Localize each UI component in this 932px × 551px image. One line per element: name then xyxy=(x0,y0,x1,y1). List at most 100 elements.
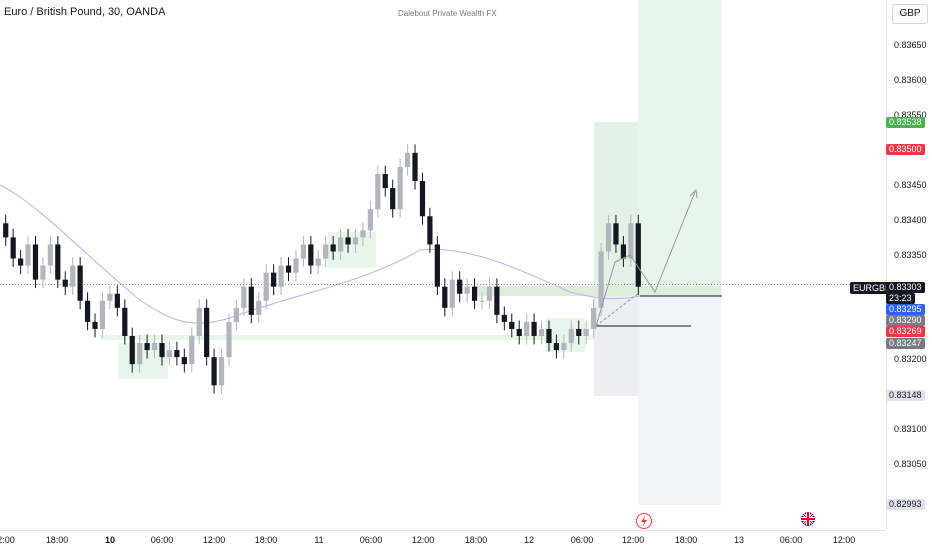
candle-body xyxy=(226,321,232,358)
x-tick: 12 xyxy=(523,535,535,545)
candle-body xyxy=(442,286,448,308)
candle-body xyxy=(479,300,485,302)
candle-body xyxy=(174,350,180,358)
candle-body xyxy=(598,251,604,308)
candle-body xyxy=(635,223,641,287)
candle-body xyxy=(300,244,306,259)
candle-body xyxy=(427,216,433,245)
candle-body xyxy=(218,357,225,386)
price-badge-blue: 0.83295 xyxy=(886,304,925,315)
candle-body xyxy=(352,237,359,245)
candle-body xyxy=(516,328,522,336)
candle-body xyxy=(367,209,373,231)
candle-body xyxy=(330,244,336,252)
candle-body xyxy=(47,244,53,266)
currency-button[interactable]: GBP xyxy=(892,4,928,24)
x-tick: 18:00 xyxy=(254,535,278,545)
uk-flag-icon[interactable] xyxy=(801,512,815,526)
candle-body xyxy=(159,343,165,358)
candle-body xyxy=(360,230,366,238)
price-axis[interactable] xyxy=(886,0,932,530)
x-tick: 10 xyxy=(104,535,116,545)
candle-body xyxy=(99,300,106,329)
candle-body xyxy=(524,321,530,336)
candle-body xyxy=(576,328,582,336)
candle-body xyxy=(471,286,478,301)
candle-body xyxy=(375,174,381,210)
y-tick: 0.83200 xyxy=(894,354,927,364)
lightning-icon[interactable] xyxy=(636,513,652,529)
long-target-zone xyxy=(638,0,721,290)
candle-body xyxy=(509,321,515,329)
candle-body xyxy=(10,237,16,259)
candle-body xyxy=(204,307,210,358)
candle-body xyxy=(315,258,321,266)
candle-body xyxy=(137,343,143,365)
long-stop-zone xyxy=(638,296,721,505)
candle-body xyxy=(308,244,314,266)
candle-body xyxy=(494,286,500,315)
candle-body xyxy=(404,152,411,167)
candle-body xyxy=(419,181,426,217)
x-tick: 12:00 xyxy=(832,535,856,545)
candle-body xyxy=(129,335,135,365)
y-tick: 0.83450 xyxy=(894,180,927,190)
candle-body xyxy=(449,279,455,308)
candle-body xyxy=(605,223,612,252)
candle-body xyxy=(293,258,299,273)
candle-body xyxy=(166,350,173,358)
price-badge-red: 0.83269 xyxy=(886,326,925,337)
candle-body xyxy=(107,293,113,301)
x-tick: 06:00 xyxy=(359,535,383,545)
candle-body xyxy=(18,258,24,266)
candle-body xyxy=(486,286,493,301)
candle-body xyxy=(546,328,552,344)
candle-body xyxy=(271,272,277,287)
candle-body xyxy=(25,244,31,266)
price-badge-gray: 0.83290 xyxy=(886,315,925,326)
chart-title[interactable]: Euro / British Pound, 30, OANDA xyxy=(4,6,166,18)
candle-body xyxy=(151,343,158,351)
moving-average-line xyxy=(0,184,641,324)
y-tick: 0.83050 xyxy=(894,459,927,469)
candle-body xyxy=(285,265,292,273)
projection-path xyxy=(595,191,696,327)
candle-body xyxy=(92,321,98,329)
price-chart[interactable] xyxy=(0,0,886,530)
candle-body xyxy=(211,357,217,386)
candle-body xyxy=(84,300,91,322)
candle-body xyxy=(628,223,634,259)
candle-body xyxy=(248,286,254,315)
lower-price-badge: 0.82993 xyxy=(886,499,925,510)
candle-body xyxy=(553,343,560,351)
candle-body xyxy=(70,265,76,287)
x-tick: 06:00 xyxy=(570,535,594,545)
candle-body xyxy=(263,272,269,301)
candle-body xyxy=(568,328,574,344)
y-tick: 0.83550 xyxy=(894,110,927,120)
projection-dashed-line xyxy=(595,291,641,327)
x-tick: 12:00 xyxy=(411,535,435,545)
candle-body xyxy=(434,244,440,287)
candle-body xyxy=(531,321,537,336)
candle-body xyxy=(278,265,284,287)
candle-body xyxy=(561,343,567,351)
candle-body xyxy=(620,244,626,259)
candle-body xyxy=(241,286,247,308)
candle-body xyxy=(591,307,597,329)
y-tick: 0.83600 xyxy=(894,75,927,85)
target-price-badge: 0.83538 xyxy=(886,117,925,128)
candle-body xyxy=(189,335,195,365)
time-axis[interactable] xyxy=(0,530,886,551)
symbol-badge: EURGBP xyxy=(850,282,895,294)
candle-body xyxy=(233,307,240,322)
candle-body xyxy=(122,307,128,336)
x-tick: 13 xyxy=(733,535,745,545)
x-tick: 06:00 xyxy=(150,535,174,545)
candle-body xyxy=(32,244,39,280)
watermark: Dalebout Private Wealth FX xyxy=(398,9,497,18)
candle-body xyxy=(256,300,262,315)
projection-arrowhead xyxy=(689,188,698,199)
candle-body xyxy=(62,279,68,287)
